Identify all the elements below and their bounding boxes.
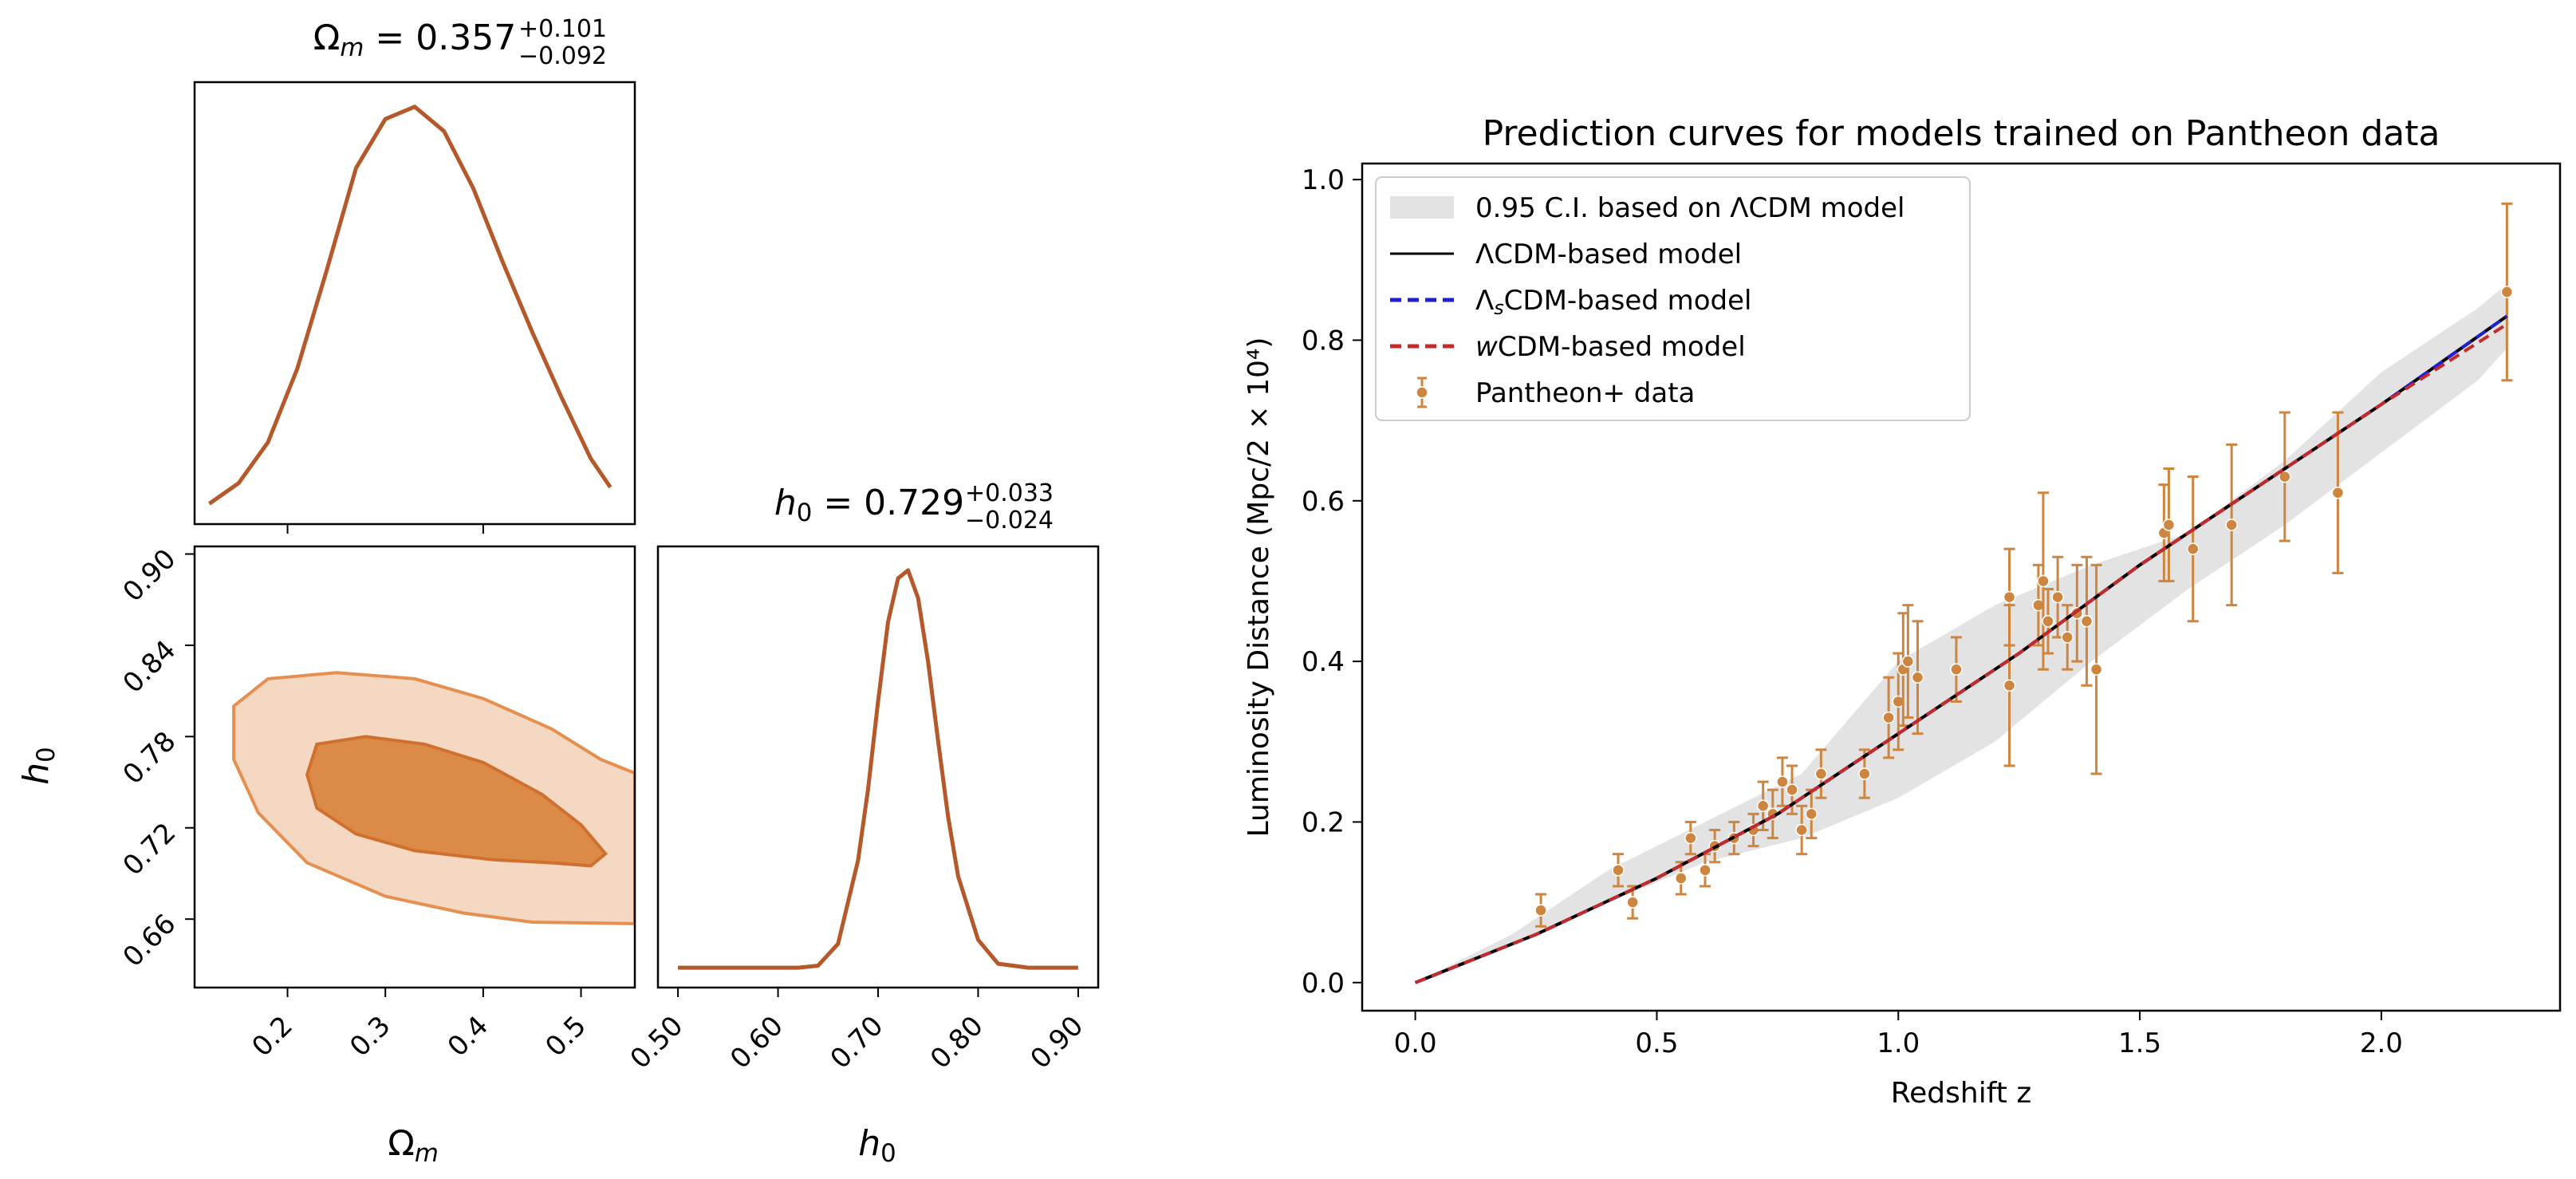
omega-marginal-curve [207, 104, 612, 506]
legend: 0.95 C.I. based on ΛCDM model ΛCDM-based … [1375, 176, 1971, 421]
data-point [1795, 823, 1808, 837]
h0-marginal-title: h0 = 0.729 [774, 483, 964, 527]
ytick-label: 0.4 [1302, 646, 1345, 678]
data-point [2162, 519, 2176, 531]
dashed-red-curve [1414, 322, 2508, 984]
ci-band [1415, 284, 2507, 983]
xtick-label: 0.5 [1635, 1027, 1678, 1059]
data-point [2331, 486, 2345, 499]
data-point [1626, 896, 1639, 909]
data-point [1756, 799, 1770, 813]
data-point [2051, 590, 2064, 604]
legend-label: 0.95 C.I. based on ΛCDM model [1475, 192, 1905, 224]
contour-ylabel: h0 [16, 747, 61, 785]
data-point [2186, 542, 2200, 555]
data-point [1699, 864, 1711, 877]
data-point [1901, 655, 1915, 668]
ytick-label: 0.8 [1302, 325, 1345, 357]
xtick-label: 2.0 [2360, 1027, 2403, 1059]
data-point [2090, 663, 2103, 676]
h0-xlabel: h0 [858, 1123, 896, 1168]
contour-68-region [305, 735, 609, 868]
contour-xlabel: Ωm [388, 1123, 439, 1168]
data-point [2003, 590, 2016, 604]
xtick-label: 1.5 [2118, 1027, 2161, 1059]
data-point [1776, 775, 1789, 788]
plot-ylabel: Luminosity Distance (Mpc/2 × 10⁴) [1243, 337, 1275, 838]
luminosity-distance-panel: 0.0 0.5 1.0 1.5 2.0 0.0 0.2 0.4 0.6 0.8 1.0 Predict… [1243, 113, 2562, 1110]
legend-label: Pantheon+ data [1475, 377, 1695, 409]
plot-title: Prediction curves for models trained on … [1483, 113, 2440, 154]
data-point [1950, 663, 1963, 676]
data-point [2003, 679, 2016, 692]
data-point [1814, 767, 1828, 780]
plot-frame [1361, 162, 2562, 1012]
data-point [1911, 671, 1924, 684]
data-point [2037, 574, 2050, 588]
ytick-label: 1.0 [1302, 164, 1345, 196]
data-point [2279, 470, 2291, 483]
data-point [1684, 831, 1697, 845]
data-point [1674, 872, 1688, 885]
legend-band-swatch [1390, 196, 1454, 219]
omega-marginal-panel: Ωm = 0.357 +0.101−0.092 [193, 15, 636, 534]
contour-frame [193, 545, 636, 989]
data-point [2042, 615, 2054, 628]
legend-label: wCDM-based model [1475, 331, 1746, 363]
ytick-label: 0.0 [1302, 968, 1345, 1000]
data-point [1882, 711, 1895, 724]
omega-marginal-title: Ωm = 0.357 [313, 18, 516, 62]
omega-title-minus: −0.092 [518, 42, 607, 70]
h0-marginal-curve [678, 568, 1078, 970]
data-point [1805, 807, 1818, 821]
xtick-label: 0.0 [1394, 1027, 1437, 1059]
data-point [2500, 286, 2514, 298]
legend-label: ΛCDM-based model [1475, 239, 1742, 270]
xtick-label: 1.0 [1877, 1027, 1920, 1059]
h0-title-plus: +0.033 [965, 479, 1054, 507]
legend-box [1375, 176, 1971, 421]
legend-point-swatch [1416, 386, 1428, 399]
plot-xlabel: Redshift z [1891, 1077, 2031, 1110]
data-point [1612, 864, 1625, 877]
h0-title-minus: −0.024 [965, 507, 1054, 534]
data-point [2080, 615, 2093, 628]
data-point [2225, 519, 2238, 531]
legend-label: ΛsCDM-based model [1475, 285, 1752, 319]
data-point [1786, 783, 1798, 796]
data-point [1858, 767, 1871, 780]
omega-title-plus: +0.101 [518, 15, 607, 43]
ytick-label: 0.6 [1302, 486, 1345, 518]
data-point [1534, 904, 1547, 917]
data-point [2061, 631, 2074, 644]
ytick-label: 0.2 [1302, 806, 1345, 838]
omega-marginal-frame [193, 81, 636, 526]
